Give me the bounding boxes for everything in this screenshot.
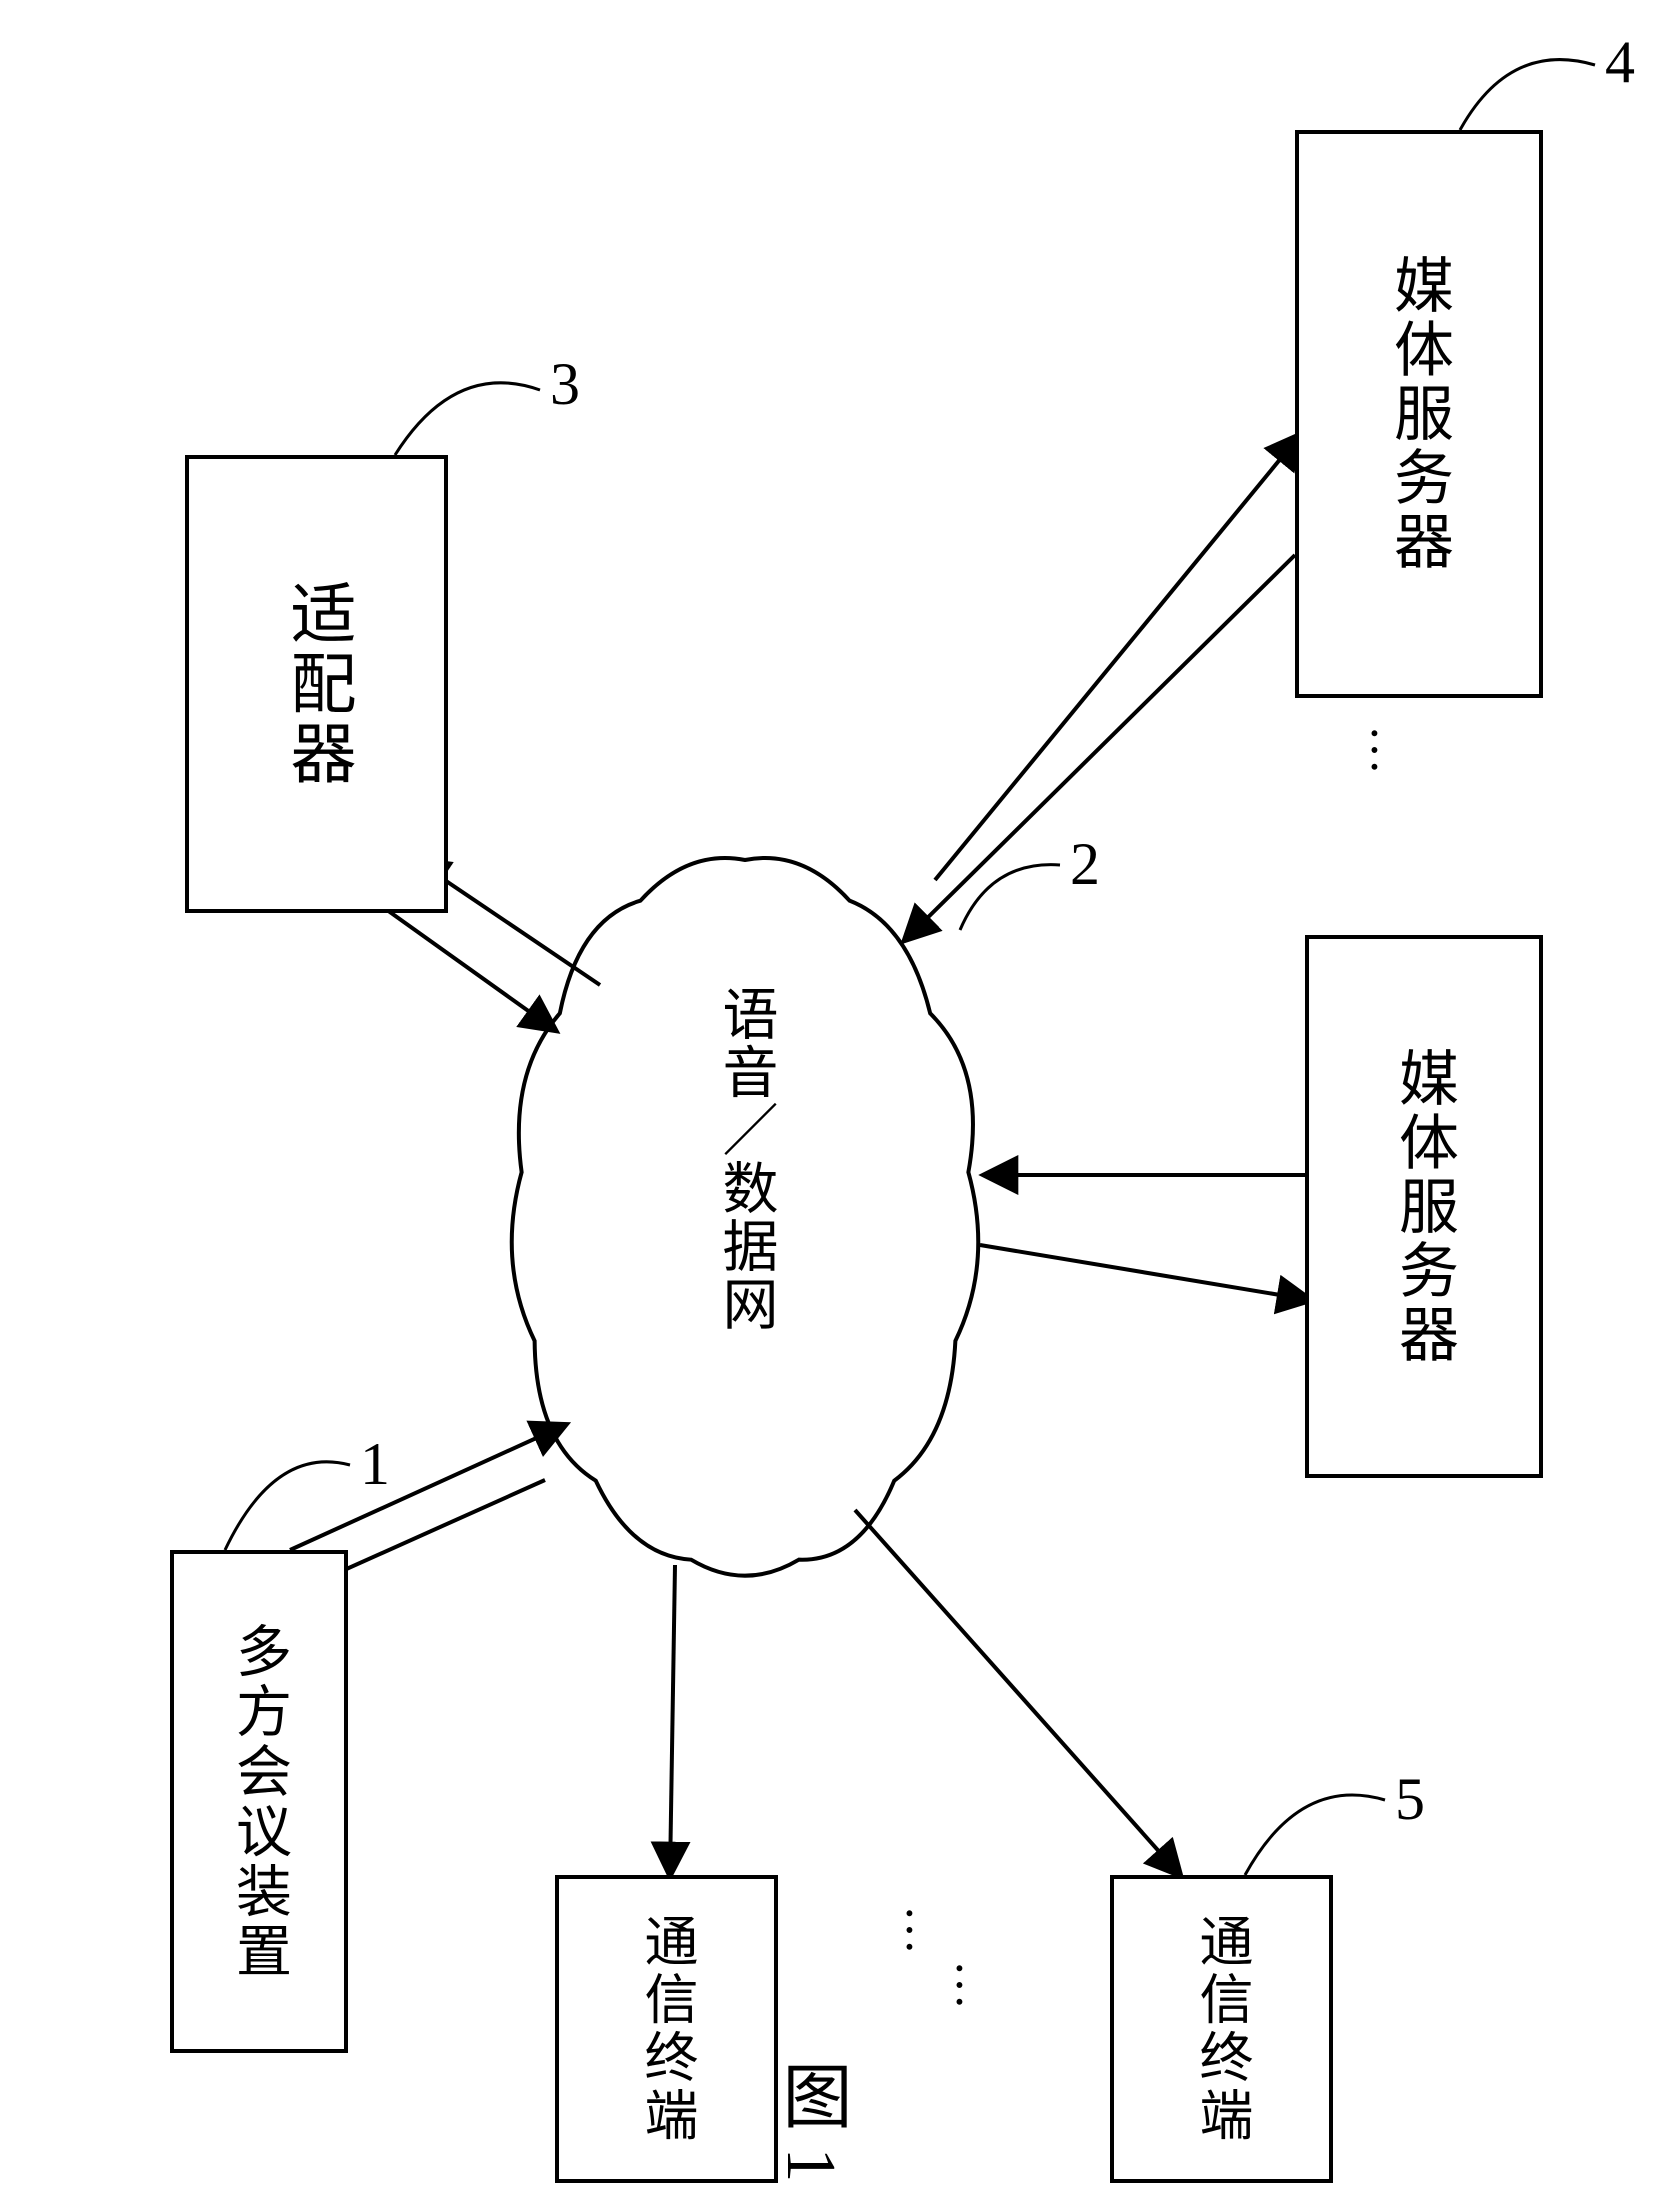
figure-label: 图 1 bbox=[760, 2060, 861, 2183]
ref-label-4: 4 bbox=[1605, 28, 1635, 97]
node-label: 媒体服务器 bbox=[1376, 254, 1463, 574]
node-label: 媒体服务器 bbox=[1381, 1047, 1468, 1367]
cloud-label: 语音／数据网 bbox=[705, 985, 786, 1333]
ref-label-5: 5 bbox=[1395, 1765, 1425, 1834]
node-label: 通信终端 bbox=[1182, 1913, 1261, 2145]
ref-label-1: 1 bbox=[360, 1430, 390, 1499]
node-adapter: 适配器 bbox=[185, 455, 448, 913]
node-media-server-1: 媒体服务器 bbox=[1295, 130, 1543, 698]
node-label: 适配器 bbox=[269, 579, 365, 789]
diagram-stage: 多方会议装置 适配器 媒体服务器 媒体服务器 通信终端 通信终端 语音／数据网 … bbox=[0, 0, 1659, 2204]
node-comm-terminal-2: 通信终端 bbox=[1110, 1875, 1333, 2183]
ref-label-3: 3 bbox=[550, 350, 580, 419]
ellipsis-media-servers: … bbox=[1360, 725, 1418, 785]
ref-label-2: 2 bbox=[1070, 830, 1100, 899]
node-media-server-2: 媒体服务器 bbox=[1305, 935, 1543, 1478]
ellipsis-terminals-b: … bbox=[945, 1960, 1003, 2020]
cloud-text: 语音／数据网 bbox=[714, 985, 776, 1333]
node-label: 多方会议装置 bbox=[219, 1622, 300, 1982]
node-label: 通信终端 bbox=[627, 1913, 706, 2145]
node-multiconf-device: 多方会议装置 bbox=[170, 1550, 348, 2053]
ellipsis-terminals-a: … bbox=[895, 1905, 953, 1965]
node-comm-terminal-1: 通信终端 bbox=[555, 1875, 778, 2183]
